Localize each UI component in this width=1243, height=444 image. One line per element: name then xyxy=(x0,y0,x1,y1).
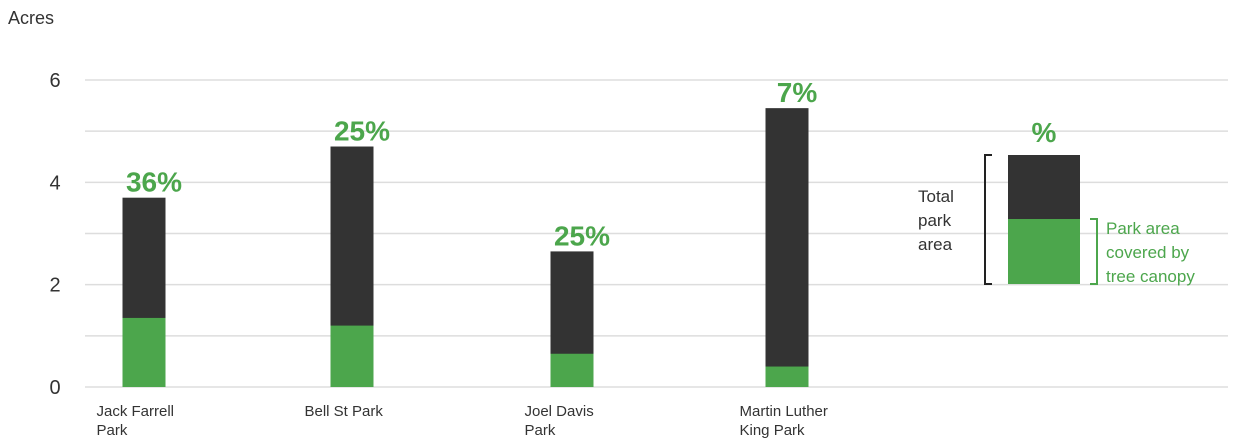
percent-label: 36% xyxy=(126,167,182,198)
legend-percent-label: % xyxy=(1032,117,1057,148)
y-tick-label: 2 xyxy=(49,275,60,297)
y-axis-label: Acres xyxy=(8,8,54,28)
legend: % Total park area Park area covered by tree ca… xyxy=(918,117,1195,286)
x-tick-label: Park xyxy=(97,422,128,439)
x-tick-label: King Park xyxy=(740,422,806,439)
legend-canopy-bracket xyxy=(1090,218,1098,285)
legend-canopy-swatch xyxy=(1008,219,1080,284)
legend-total-swatch xyxy=(1008,155,1080,219)
percent-label: 25% xyxy=(334,116,390,147)
canopy-area-bar xyxy=(550,353,594,387)
x-tick-labels: Jack Farrell Park Bell St Park Joel Davis Pa… xyxy=(97,403,828,439)
canopy-area-bar xyxy=(765,366,809,387)
legend-canopy-label: tree canopy xyxy=(1106,267,1195,286)
x-tick-label: Jack Farrell xyxy=(97,403,175,420)
legend-total-label: park xyxy=(918,211,952,230)
legend-total-label: area xyxy=(918,235,953,254)
x-tick-label: Bell St Park xyxy=(305,403,384,420)
bars xyxy=(122,108,809,388)
x-tick-label: Martin Luther xyxy=(740,403,828,420)
total-area-bar xyxy=(765,108,809,388)
gridlines xyxy=(85,79,1228,388)
y-tick-label: 0 xyxy=(49,377,60,399)
y-tick-label: 4 xyxy=(49,172,60,194)
x-tick-label: Park xyxy=(525,422,556,439)
x-tick-label: Joel Davis xyxy=(525,403,594,420)
canopy-area-bar xyxy=(330,325,374,387)
percent-label: 25% xyxy=(554,220,610,251)
y-tick-labels: 0 2 4 6 xyxy=(49,70,60,399)
legend-canopy-label: covered by xyxy=(1106,243,1190,262)
legend-total-bracket xyxy=(984,154,992,285)
canopy-area-bar xyxy=(122,317,166,387)
percent-label: 7% xyxy=(777,77,818,108)
legend-canopy-label: Park area xyxy=(1106,219,1180,238)
data-labels: 36% 25% 25% 7% xyxy=(126,77,817,251)
legend-total-label: Total xyxy=(918,187,954,206)
y-tick-label: 6 xyxy=(49,70,60,92)
